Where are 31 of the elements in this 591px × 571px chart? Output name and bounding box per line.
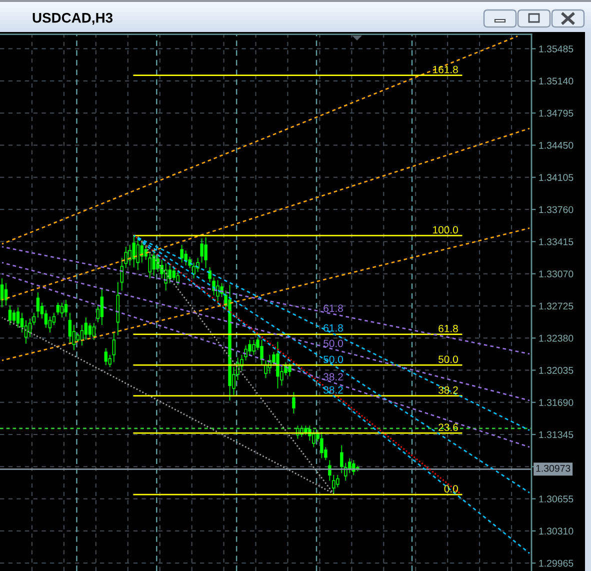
- y-tick-label: 1.35485: [539, 45, 574, 52]
- series-label: 161.8: [433, 66, 458, 74]
- y-tick-label: 1.33760: [539, 206, 574, 214]
- series-label: 38.2: [438, 386, 458, 394]
- series-label: 50.0: [324, 356, 343, 364]
- series-label: 100.0: [433, 226, 458, 234]
- y-tick-label: 1.31690: [539, 399, 574, 406]
- y-tick-label: 1.32035: [539, 366, 574, 374]
- series-label: 50.0: [438, 356, 458, 364]
- y-tick-label: 1.34450: [539, 142, 574, 149]
- series-label: 61.8: [324, 324, 343, 332]
- series-label: 38.2: [324, 386, 343, 394]
- chart-title: USDCAD,H3: [32, 12, 113, 25]
- y-tick-label: 1.32380: [539, 334, 574, 342]
- y-tick-label: 1.31345: [539, 431, 574, 438]
- y-tick-label: 1.33415: [539, 238, 574, 246]
- y-tick-label: 1.29965: [539, 560, 574, 567]
- y-tick-label: 1.34105: [539, 174, 574, 181]
- series-label: 0.0: [444, 485, 458, 493]
- series-label: 50.0: [324, 340, 343, 348]
- y-tick-label: 1.30655: [539, 496, 574, 502]
- y-tick-label: 1.35140: [539, 78, 574, 85]
- series-label: 61.8: [324, 304, 343, 312]
- ref-line-label: 1.30973: [536, 464, 570, 472]
- series-label: 61.8: [438, 324, 458, 332]
- y-tick-label: 1.32725: [539, 302, 574, 310]
- y-tick-label: 1.33070: [539, 270, 574, 278]
- y-tick-label: 1.34795: [539, 110, 574, 117]
- series-label: 23.6: [438, 424, 458, 432]
- y-tick-label: 1.30310: [539, 528, 574, 535]
- series-label: 38.2: [324, 373, 343, 381]
